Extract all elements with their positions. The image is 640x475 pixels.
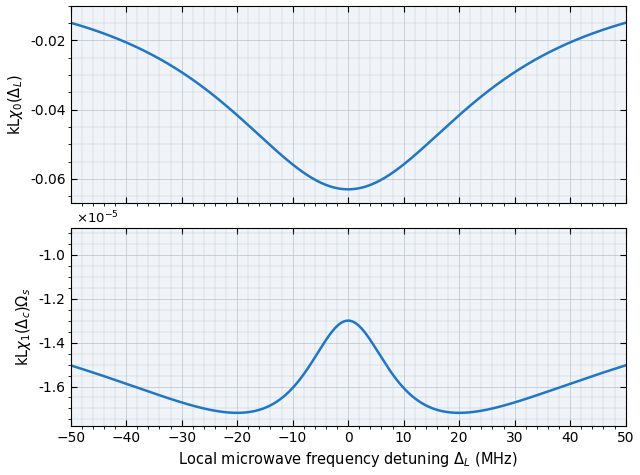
Y-axis label: kL$\chi_0(\Delta_L)$: kL$\chi_0(\Delta_L)$ xyxy=(6,74,24,135)
X-axis label: Local microwave frequency detuning $\Delta_L$ (MHz): Local microwave frequency detuning $\Del… xyxy=(178,450,518,469)
Y-axis label: kL$\chi_1(\Delta_c)\Omega_s$: kL$\chi_1(\Delta_c)\Omega_s$ xyxy=(14,288,33,366)
Text: $\times10^{-5}$: $\times10^{-5}$ xyxy=(76,210,119,227)
